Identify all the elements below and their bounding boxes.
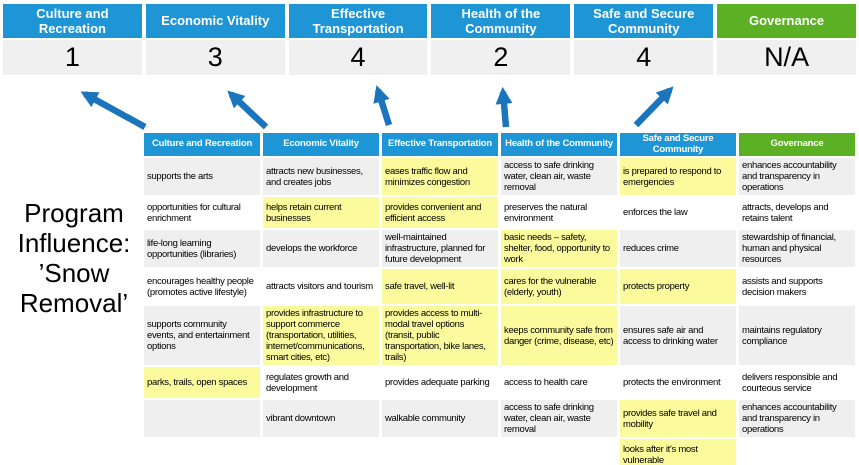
- matrix-cell: attracts new businesses, and creates job…: [263, 158, 379, 196]
- matrix-cell: [501, 439, 617, 465]
- matrix-header-cell: Effective Transportation: [382, 133, 498, 157]
- matrix-cell: stewardship of financial, human and phys…: [739, 230, 855, 268]
- matrix-cell-highlighted: helps retain current businesses: [263, 197, 379, 229]
- matrix-cell-highlighted: cares for the vulnerable (elderly, youth…: [501, 269, 617, 305]
- matrix-cell: life-long learning opportunities (librar…: [144, 230, 260, 268]
- summary-band: Culture and Recreation Economic Vitality E…: [3, 4, 856, 75]
- matrix-cell: walkable community: [382, 400, 498, 438]
- matrix-cell: vibrant downtown: [263, 400, 379, 438]
- matrix-cell: enhances accountability and transparency…: [739, 400, 855, 438]
- matrix-cell: access to safe drinking water, clean air…: [501, 158, 617, 196]
- matrix-cell: [144, 439, 260, 465]
- matrix-head-row: Culture and Recreation Economic Vitality E…: [144, 133, 855, 157]
- matrix-cell: develops the workforce: [263, 230, 379, 268]
- matrix-cell: assists and supports decision makers: [739, 269, 855, 305]
- matrix-cell-highlighted: provides convenient and efficient access: [382, 197, 498, 229]
- matrix-cell-highlighted: looks after it's most vulnerable: [620, 439, 736, 465]
- matrix-cell: enforces the law: [620, 197, 736, 229]
- matrix-cell: [263, 439, 379, 465]
- matrix-row: opportunities for cultural enrichment hel…: [144, 197, 855, 229]
- matrix-cell: delivers responsible and courteous servi…: [739, 367, 855, 399]
- matrix-row: looks after it's most vulnerable: [144, 439, 855, 465]
- matrix-row: supports community events, and entertain…: [144, 306, 855, 366]
- matrix-cell-highlighted: eases traffic flow and minimizes congest…: [382, 158, 498, 196]
- matrix-header-cell: Safe and Secure Community: [620, 133, 736, 157]
- summary-header-1: Culture and Recreation: [3, 4, 142, 38]
- summary-score-4: 2: [431, 40, 571, 75]
- matrix-cell: protects the environment: [620, 367, 736, 399]
- influence-arrow-safe: [633, 86, 674, 128]
- matrix-cell-highlighted: provides access to multi-modal travel op…: [382, 306, 498, 366]
- matrix-cell: well-maintained infrastructure, planned …: [382, 230, 498, 268]
- influence-arrow-health: [495, 86, 513, 128]
- matrix-cell: attracts, develops and retains talent: [739, 197, 855, 229]
- matrix-cell: regulates growth and development: [263, 367, 379, 399]
- matrix-cell: attracts visitors and tourism: [263, 269, 379, 305]
- influence-arrow-economic: [227, 90, 269, 130]
- influence-arrow-transportation: [373, 85, 393, 126]
- matrix-body: supports the arts attracts new businesses…: [144, 158, 855, 465]
- matrix-cell: provides adequate parking: [382, 367, 498, 399]
- matrix-container: Culture and Recreation Economic Vitality E…: [141, 131, 858, 465]
- matrix-cell: encourages healthy people (promotes acti…: [144, 269, 260, 305]
- matrix-cell: supports the arts: [144, 158, 260, 196]
- matrix-cell-highlighted: provides safe travel and mobility: [620, 400, 736, 438]
- matrix-header-cell: Health of the Community: [501, 133, 617, 157]
- summary-header-3: Effective Transportation: [288, 4, 428, 38]
- matrix-cell: supports community events, and entertain…: [144, 306, 260, 366]
- matrix-row: supports the arts attracts new businesses…: [144, 158, 855, 196]
- matrix-cell: [739, 439, 855, 465]
- matrix-cell-highlighted: protects property: [620, 269, 736, 305]
- matrix-cell: maintains regulatory compliance: [739, 306, 855, 366]
- summary-score-2: 3: [145, 40, 285, 75]
- summary-score-5: 4: [574, 40, 714, 75]
- summary-score-3: 4: [288, 40, 428, 75]
- matrix-row: encourages healthy people (promotes acti…: [144, 269, 855, 305]
- matrix-cell: [144, 400, 260, 438]
- matrix-cell-highlighted: keeps community safe from danger (crime,…: [501, 306, 617, 366]
- arrows-layer: [80, 85, 674, 130]
- influence-arrow-culture: [80, 91, 147, 130]
- summary-header-5: Safe and Secure Community: [574, 4, 714, 38]
- matrix-row: parks, trails, open spaces regulates grow…: [144, 367, 855, 399]
- matrix-header-cell: Economic Vitality: [263, 133, 379, 157]
- matrix-cell-highlighted: parks, trails, open spaces: [144, 367, 260, 399]
- matrix-cell: reduces crime: [620, 230, 736, 268]
- matrix-cell-highlighted: safe travel, well-lit: [382, 269, 498, 305]
- matrix-row: vibrant downtown walkable community access…: [144, 400, 855, 438]
- matrix-cell: access to health care: [501, 367, 617, 399]
- matrix-header-cell: Governance: [739, 133, 855, 157]
- matrix-header-cell: Culture and Recreation: [144, 133, 260, 157]
- summary-score-6: N/A: [717, 40, 856, 75]
- matrix-cell: ensures safe air and access to drinking …: [620, 306, 736, 366]
- matrix-cell: [382, 439, 498, 465]
- matrix-cell: preserves the natural environment: [501, 197, 617, 229]
- matrix-cell: opportunities for cultural enrichment: [144, 197, 260, 229]
- matrix-table: Culture and Recreation Economic Vitality E…: [141, 131, 858, 465]
- matrix-row: life-long learning opportunities (librar…: [144, 230, 855, 268]
- matrix-cell-highlighted: is prepared to respond to emergencies: [620, 158, 736, 196]
- matrix-cell-highlighted: provides infrastructure to support comme…: [263, 306, 379, 366]
- summary-header-4: Health of the Community: [431, 4, 571, 38]
- program-influence-title: Program Influence: ’Snow Removal’: [17, 198, 131, 318]
- summary-header-6: Governance: [717, 4, 856, 38]
- summary-header-2: Economic Vitality: [145, 4, 285, 38]
- matrix-cell: enhances accountability and transparency…: [739, 158, 855, 196]
- summary-score-1: 1: [3, 40, 142, 75]
- matrix-cell-highlighted: basic needs – safety, shelter, food, opp…: [501, 230, 617, 268]
- matrix-cell: access to safe drinking water, clean air…: [501, 400, 617, 438]
